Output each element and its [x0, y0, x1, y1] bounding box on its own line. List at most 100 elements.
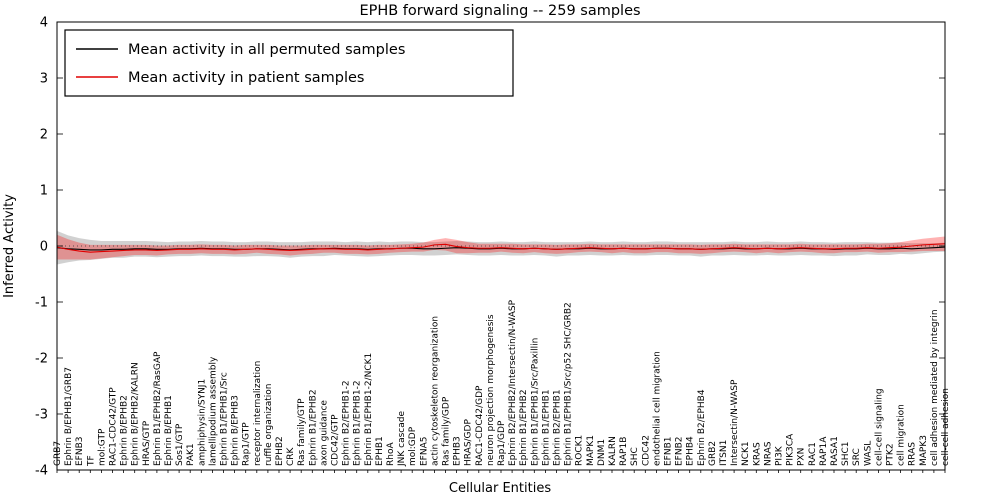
- x-tick-label: KRAS: [752, 442, 762, 466]
- x-tick-label: Intersectin/N-WASP: [730, 379, 740, 466]
- x-tick-label: SHC1: [841, 442, 851, 467]
- x-tick-label: Ephrin B/EPHB1/GRB7: [64, 367, 74, 466]
- y-axis-label: Inferred Activity: [2, 194, 17, 298]
- y-tick-label: -3: [35, 408, 48, 423]
- x-tick-label: mol:GDP: [408, 426, 418, 466]
- y-tick-label: 1: [40, 184, 48, 199]
- x-tick-label: Ephrin B1/EPHB1-2: [353, 380, 363, 466]
- x-tick-label: JNK cascade: [397, 411, 407, 467]
- x-axis-label: Cellular Entities: [449, 481, 551, 496]
- x-tick-label: GRB2: [708, 441, 718, 466]
- x-tick-label: Ephrin B2/EPHB4: [697, 389, 707, 466]
- plot-border: [56, 21, 946, 471]
- x-tick-label: DNM1: [597, 439, 607, 466]
- x-tick-label: RAP1B: [619, 437, 629, 466]
- x-tick-label: Ephrin B1/EPHB1/Src: [220, 372, 230, 466]
- patient-band: [57, 234, 945, 260]
- x-tick-label: receptor internalization: [253, 361, 263, 466]
- x-tick-label: ROCK1: [575, 435, 585, 466]
- x-tick-label: EFNA5: [419, 437, 429, 466]
- y-tick-label: -4: [35, 464, 48, 479]
- legend-label-permuted: Mean activity in all permuted samples: [128, 42, 405, 58]
- y-tick-label: 4: [40, 16, 48, 31]
- x-tick-label: CDC42/GTP: [331, 414, 341, 466]
- x-tick-label: EFNB3: [75, 437, 85, 467]
- y-tick-label: 3: [40, 72, 48, 87]
- x-tick-label: MAPK3: [919, 435, 929, 466]
- x-tick-label: endothelial cell migration: [652, 351, 662, 466]
- x-tick-label: neuron projection morphogenesis: [486, 314, 496, 466]
- x-tick-label: Ephrin B1/EPHB2: [308, 389, 318, 466]
- x-tick-label: Ephrin B1/EPHB1-2/NCK1: [364, 353, 374, 466]
- x-tick-label: EFNB1: [664, 437, 674, 467]
- x-tick-label: Ras family/GDP: [442, 396, 452, 466]
- y-tick-label: -2: [35, 352, 48, 367]
- x-tick-label: RAC1-CDC42/GTP: [109, 387, 119, 466]
- x-tick-label: axon guidance: [319, 400, 329, 466]
- x-tick-label: RRAS: [908, 442, 918, 466]
- x-tick-label: MAPK1: [586, 435, 596, 466]
- y-tick-label: -1: [35, 296, 48, 311]
- x-tick-label: EPHB4: [686, 436, 696, 466]
- y-tick-label: 2: [40, 128, 48, 143]
- x-tick-label: Ephrin B1/EPHB2: [519, 389, 529, 466]
- x-tick-label: PTK2: [886, 443, 896, 466]
- legend-box: [64, 29, 514, 97]
- x-tick-label: Ephrin B1/EPHB1/Src/Paxillin: [530, 338, 540, 466]
- x-tick-label: EPHB3: [453, 436, 463, 466]
- x-tick-label: NRAS: [763, 441, 773, 466]
- x-tick-label: RASA1: [830, 436, 840, 466]
- permuted-mean-line: [56, 246, 946, 251]
- x-tick-label: GRB7: [53, 441, 63, 466]
- patient-mean-line: [56, 243, 946, 253]
- x-tick-label: CRK: [286, 446, 296, 466]
- x-tick-label: SHC: [630, 447, 640, 466]
- x-tick-label: Rap1/GTP: [242, 422, 252, 466]
- x-tick-label: Ras family/GTP: [297, 398, 307, 466]
- x-tick-label: lamellipodium assembly: [208, 356, 218, 466]
- y-tick-label: 0: [40, 240, 48, 255]
- x-tick-label: cell-cell signaling: [874, 388, 884, 466]
- x-tick-label: amphiphysin/SYNJ1: [197, 379, 207, 466]
- x-tick-label: Ephrin B1/EPHB2/RasGAP: [153, 351, 163, 466]
- legend: Mean activity in all permuted samples Me…: [64, 29, 514, 97]
- x-tick-label: Ephrin B/EPHB2/KALRN: [131, 362, 141, 466]
- x-tick-label: HRAS/GTP: [142, 420, 152, 466]
- series-lines: [56, 243, 946, 253]
- x-tick-label: PXN: [797, 448, 807, 466]
- x-tick-label: ruffle organization: [264, 384, 274, 466]
- x-tick-label: Sos1/GTP: [175, 423, 185, 466]
- x-tick-label: Ephrin B/EPHB2: [120, 395, 130, 466]
- x-tick-label: NCK1: [741, 441, 751, 466]
- x-tick-label: KALRN: [608, 436, 618, 466]
- x-tick-label: EPHB1: [375, 436, 385, 466]
- x-tick-label: Ephrin B2/EPHB1: [553, 389, 563, 466]
- x-tick-label: cell adhesion mediated by integrin: [930, 309, 940, 466]
- x-tick-label: Rap1/GDP: [497, 420, 507, 466]
- x-tick-label: SRC: [852, 448, 862, 466]
- x-tick-label: PI3K: [775, 445, 785, 466]
- x-tick-label: EFNB2: [675, 437, 685, 467]
- x-tick-label: RAP1A: [819, 436, 829, 466]
- x-tick-label: mol:GTP: [97, 428, 107, 466]
- x-tick-label: RAC1: [808, 442, 818, 466]
- x-tick-label: actin cytoskeleton reorganization: [430, 316, 440, 466]
- x-tick-label: PIK3CA: [786, 433, 796, 466]
- x-tick-label: EPHB2: [275, 436, 285, 466]
- x-tick-label: Ephrin B2/EPHB1-2: [342, 380, 352, 466]
- y-tick-labels: 4 3 2 1 0 -1 -2 -3 -4: [35, 16, 945, 479]
- x-tick-labels: GRB7 Ephrin B/EPHB1/GRB7 EFNB3 TF mol:GTP RAC…: [53, 299, 951, 473]
- legend-label-patient: Mean activity in patient samples: [128, 70, 364, 86]
- x-tick-label: HRAS/GDP: [464, 419, 474, 466]
- x-tick-label: Ephrin B2/EPHB2/Intersectin/N-WASP: [508, 299, 518, 466]
- x-tick-label: cell-cell adhesion: [941, 388, 951, 466]
- x-tick-label: PAK1: [186, 443, 196, 466]
- x-tick-label: TF: [86, 455, 96, 467]
- x-tick-label: Ephrin B1/EPHB1: [541, 389, 551, 466]
- chart-title: EPHB forward signaling -- 259 samples: [359, 3, 640, 19]
- x-tick-label: Ephrin B/EPHB1: [164, 395, 174, 466]
- x-tick-label: Ephrin B1/EPHB1/Src/p52 SHC/GRB2: [564, 302, 574, 466]
- x-tick-label: RAC1-CDC42/GDP: [475, 385, 485, 466]
